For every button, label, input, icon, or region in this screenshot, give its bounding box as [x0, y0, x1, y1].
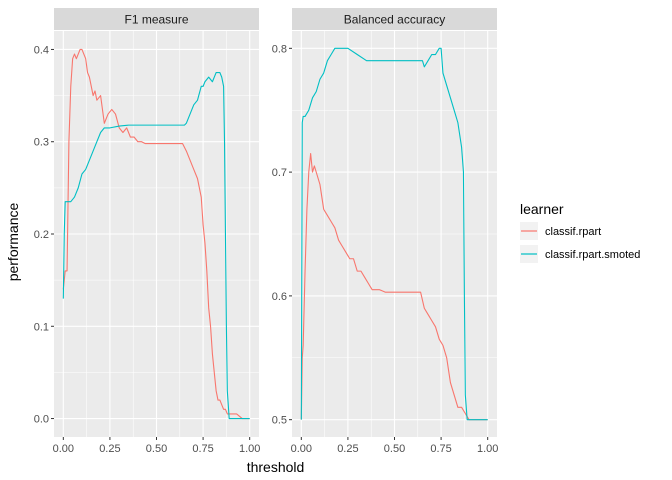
panel-balanced-accuracy: Balanced accuracy 0.50.60.70.8 0.00 0.25 0…: [272, 8, 498, 455]
grid-balanced-accuracy: [292, 31, 497, 437]
strip-f1-measure: [54, 8, 259, 30]
y-tick-label: 0.2: [34, 229, 49, 241]
y-tick-label: 0.3: [34, 137, 49, 149]
y-tick-label: 0.7: [272, 167, 287, 179]
y-tick-label: 0.4: [34, 44, 49, 56]
strip-title-f1-measure: F1 measure: [124, 13, 188, 27]
y-ticks-f1-measure: 0.0 0.1 0.2 0.3 0.4: [34, 44, 54, 426]
series-lines-balanced-accuracy: [300, 47, 488, 421]
x-ticks-balanced-accuracy: 0.00 0.25 0.50 0.75 1.00: [291, 437, 498, 455]
series-line-classif-rpart: [300, 152, 488, 421]
x-ticks-f1-measure: 0.00 0.25 0.50 0.75 1.00: [53, 437, 260, 455]
x-tick-label: 0.75: [430, 443, 451, 455]
y-tick-label: 0.1: [34, 321, 49, 333]
y-tick-label: 0.6: [272, 291, 287, 303]
y-ticks-balanced-accuracy: 0.5 0.6 0.7 0.8: [272, 43, 292, 427]
x-tick-label: 0.25: [99, 443, 120, 455]
legend-title: learner: [520, 201, 564, 217]
x-tick-label: 0.00: [291, 443, 312, 455]
series-line-classif-rpart: [62, 48, 250, 420]
x-tick-label: 0.50: [146, 443, 167, 455]
y-axis-title: performance: [5, 202, 21, 281]
y-tick-label: 0.5: [272, 415, 287, 427]
legend-item-rpart: classif.rpart: [520, 222, 601, 240]
legend-label-rpart: classif.rpart: [545, 226, 601, 238]
legend-item-rpart-smoted: classif.rpart.smoted: [520, 245, 640, 263]
grid-f1-measure: [54, 31, 259, 437]
x-tick-label: 0.25: [337, 443, 358, 455]
y-tick-label: 0.8: [272, 43, 287, 55]
y-tick-label: 0.0: [34, 414, 49, 426]
legend: learner classif.rpart classif.rpart.smot…: [520, 201, 640, 263]
series-line-classif-rpart-smoted: [62, 71, 250, 420]
legend-label-rpart-smoted: classif.rpart.smoted: [545, 249, 640, 261]
strip-title-balanced-accuracy: Balanced accuracy: [344, 13, 445, 27]
x-tick-label: 0.75: [192, 443, 213, 455]
x-tick-label: 1.00: [239, 443, 260, 455]
x-tick-label: 1.00: [477, 443, 498, 455]
panel-f1-measure: F1 measure 0.00.10.20.30.4 0.00 0.25 0.50 0…: [34, 8, 260, 455]
x-tick-label: 0.50: [384, 443, 405, 455]
series-line-classif-rpart-smoted: [300, 47, 488, 421]
series-lines-f1-measure: [62, 48, 250, 420]
strip-balanced-accuracy: [292, 8, 497, 30]
x-axis-title: threshold: [247, 459, 305, 475]
x-tick-label: 0.00: [53, 443, 74, 455]
